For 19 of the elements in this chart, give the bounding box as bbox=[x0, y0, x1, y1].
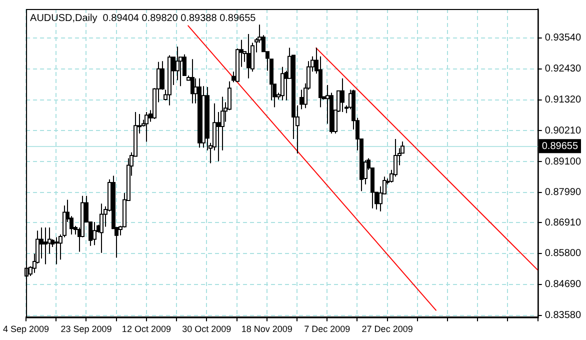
y-tick-label: 0.87990 bbox=[544, 187, 582, 198]
ref-line-label: 0.89655 bbox=[542, 140, 578, 152]
x-tick-label: 12 Oct 2009 bbox=[122, 324, 171, 334]
x-tick-label: 7 Dec 2009 bbox=[304, 324, 350, 334]
y-tick-label: 0.93540 bbox=[544, 32, 582, 44]
y-tick-label: 0.86910 bbox=[544, 217, 582, 228]
y-tick-label: 0.83580 bbox=[544, 310, 582, 321]
y-tick-label: 0.85800 bbox=[544, 248, 582, 260]
y-tick-label: 0.84690 bbox=[544, 279, 582, 290]
x-tick-label: 30 Oct 2009 bbox=[182, 324, 232, 334]
x-tick-label: 4 Sep 2009 bbox=[2, 324, 50, 334]
x-tick-label: 27 Dec 2009 bbox=[362, 324, 413, 334]
y-tick-label: 0.92430 bbox=[544, 64, 582, 75]
x-tick-label: 23 Sep 2009 bbox=[60, 324, 112, 334]
x-tick-label: 18 Nov 2009 bbox=[241, 324, 292, 334]
chart-title: AUDUSD,Daily 0.89404 0.89820 0.89388 0.89655 bbox=[30, 12, 256, 24]
y-tick-label: 0.90210 bbox=[544, 125, 582, 136]
y-tick-label: 0.89100 bbox=[544, 156, 582, 168]
y-tick-label: 0.91320 bbox=[544, 94, 582, 106]
